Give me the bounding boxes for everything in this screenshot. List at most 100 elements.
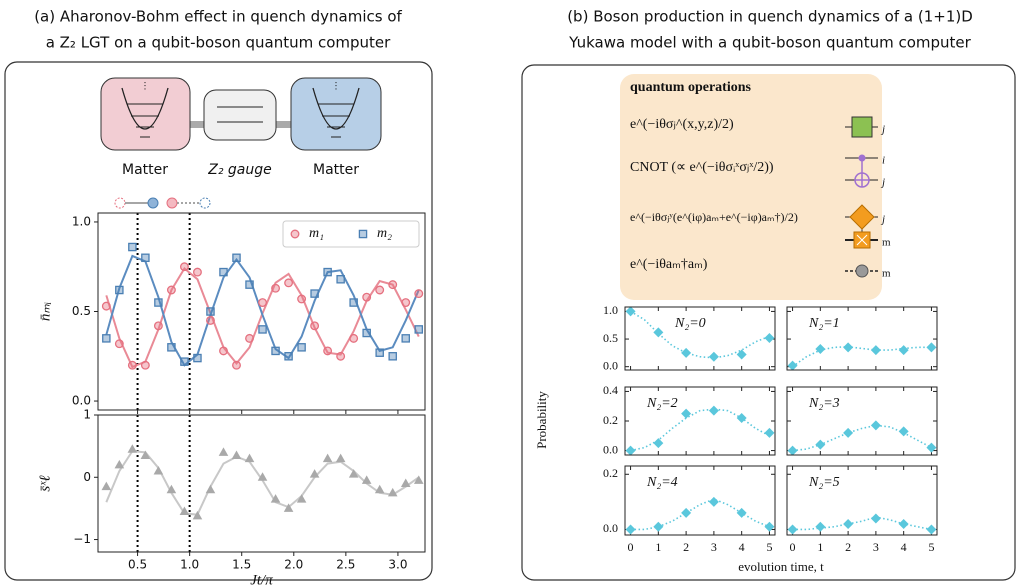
operation: e^(−iθaₘ†aₘ)	[630, 257, 708, 272]
panel-frame	[4, 61, 433, 581]
data-point	[787, 360, 798, 371]
data-point	[400, 478, 411, 487]
x-tick-label: 2.5	[336, 558, 355, 572]
data-point	[271, 346, 280, 356]
data-point	[271, 283, 281, 293]
x-tick-label: 3.0	[388, 558, 407, 572]
data-point	[114, 459, 125, 469]
data-point	[258, 298, 267, 307]
data-point	[374, 484, 385, 494]
wire-label: j	[880, 214, 885, 226]
y-tick-label: 0	[83, 470, 91, 484]
y-tick-label: 0.2	[603, 413, 618, 427]
x-tick-label: 2	[683, 540, 689, 554]
data-point	[270, 494, 281, 503]
y-tick-label: 0.0	[72, 394, 91, 408]
data-point	[401, 298, 411, 307]
x-tick-label: 1.5	[232, 558, 251, 572]
y-axis-label: n̄ₘᵢ	[37, 302, 53, 321]
data-point	[167, 343, 176, 352]
levels	[127, 103, 163, 138]
icon	[166, 197, 178, 209]
x-tick-label: 3	[873, 540, 879, 554]
fit-line	[105, 254, 420, 367]
data-point	[283, 503, 294, 512]
data-point	[787, 524, 798, 535]
plot-frame	[786, 386, 938, 456]
data-point	[708, 405, 719, 416]
data-point	[166, 285, 176, 295]
plot-frame	[786, 306, 938, 371]
data-point	[870, 513, 881, 524]
annotation: N₂=5	[808, 475, 840, 490]
data-point	[681, 347, 692, 358]
fit-line	[630, 498, 770, 531]
operation: e^(−iθσⱼ^(x,y,z)/2)	[630, 117, 734, 132]
panel-title: (a) Aharonov-Bohm effect in quench dynam…	[34, 8, 402, 26]
data-point	[926, 524, 937, 535]
data-point	[764, 332, 775, 343]
site-label: Matter	[313, 162, 359, 178]
icon	[147, 197, 159, 209]
lattice-diagram: ⋮ ⋮ Matter Z₂ gauge Matter	[100, 77, 382, 209]
data-point	[358, 229, 368, 239]
data-point	[653, 327, 664, 338]
data-point	[218, 447, 229, 456]
panel-title: a Z₂ LGT on a qubit-boson quantum comput…	[46, 34, 391, 52]
data-point	[361, 475, 372, 484]
panel-title: (b) Boson production in quench dynamics …	[567, 8, 973, 26]
annotation: N₂=3	[808, 396, 840, 411]
data-point	[154, 298, 163, 307]
wire-label: j	[880, 177, 885, 189]
y-tick-label: 0.5	[603, 331, 618, 345]
annotation: N₂=1	[808, 316, 840, 331]
annotation: N₂=2	[646, 396, 678, 411]
data-point	[815, 521, 826, 532]
data-point	[310, 289, 319, 298]
data-point	[413, 475, 424, 484]
data-point	[387, 487, 398, 497]
fit-line	[105, 450, 420, 516]
icon	[114, 197, 126, 209]
x-tick-label: 2.0	[284, 558, 303, 572]
gate	[856, 234, 868, 246]
y-tick-label: 1	[83, 408, 91, 422]
y-axis-label: Probability	[534, 391, 549, 449]
plot-frame	[97, 414, 426, 553]
data-point	[206, 307, 215, 316]
data-point	[232, 253, 241, 263]
data-point	[625, 306, 636, 317]
y-tick-label: 0.0	[603, 442, 618, 456]
data-point	[141, 253, 150, 263]
data-point	[153, 321, 163, 331]
wire-label: i	[882, 155, 885, 167]
data-point	[179, 262, 189, 272]
data-point	[140, 450, 151, 459]
legend-box	[282, 220, 420, 248]
operation: CNOT (∝ e^(−iθσᵢˣσⱼˣ/2))	[630, 160, 774, 175]
operations-box: quantum operations e^(−iθσⱼ^(x,y,z)/2) C…	[620, 74, 891, 300]
data-point	[179, 506, 190, 516]
fit-line	[630, 310, 770, 359]
plot-frame	[786, 465, 938, 536]
data-point	[180, 357, 189, 366]
icon	[199, 197, 211, 209]
levels	[318, 103, 354, 138]
data-point	[388, 280, 398, 290]
site-label: Z₂ gauge	[207, 162, 272, 178]
data-point	[114, 339, 124, 349]
data-point	[898, 345, 909, 356]
plot-frame	[624, 306, 776, 371]
data-point	[926, 342, 937, 353]
data-point	[336, 275, 345, 284]
data-point	[323, 267, 332, 277]
data-point	[310, 321, 320, 331]
data-point	[843, 518, 854, 529]
data-point	[309, 469, 320, 478]
x-tick-label: 5	[928, 540, 934, 554]
x-tick-label: 1	[655, 540, 661, 554]
y-tick-label: 0.5	[72, 304, 91, 318]
data-point	[297, 294, 307, 304]
panel-frame	[521, 64, 1016, 581]
data-point	[815, 344, 826, 354]
